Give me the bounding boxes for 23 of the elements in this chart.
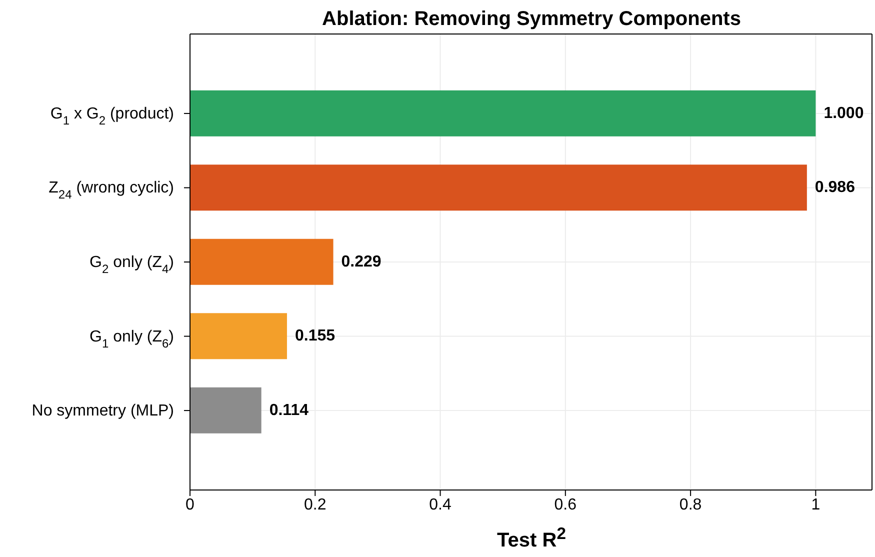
chart-title: Ablation: Removing Symmetry Components bbox=[321, 8, 742, 31]
bar bbox=[190, 313, 287, 360]
x-tick-label: 0.6 bbox=[554, 496, 577, 514]
data-label: 0.155 bbox=[294, 328, 336, 345]
bar bbox=[190, 164, 807, 211]
y-tick-label: No symmetry (MLP) bbox=[32, 402, 174, 420]
x-tick-label: 0.8 bbox=[679, 496, 702, 514]
data-label: 0.114 bbox=[269, 402, 309, 419]
data-label: 0.986 bbox=[814, 179, 856, 196]
x-tick-label: 1 bbox=[811, 496, 820, 514]
y-tick-label: G$_{2}$ only (Z$_{4}$) bbox=[90, 254, 174, 276]
x-axis-title: Test R$^{2}$ bbox=[496, 524, 567, 553]
data-label: 0.229 bbox=[341, 253, 382, 270]
bar bbox=[190, 90, 816, 136]
bar bbox=[190, 238, 334, 285]
y-tick-label: Z$_{24}$ (wrong cyclic) bbox=[48, 179, 174, 202]
x-tick-label: 0.2 bbox=[304, 496, 326, 514]
y-tick-label: G$_{1}$ x G$_{2}$ (product) bbox=[50, 104, 174, 128]
bar bbox=[190, 387, 262, 434]
x-tick-label: 0 bbox=[186, 496, 195, 514]
x-tick-label: 0.4 bbox=[429, 496, 452, 514]
y-tick-label: G$_{1}$ only (Z$_{6}$) bbox=[90, 328, 174, 350]
data-label: 1.000 bbox=[824, 104, 864, 122]
